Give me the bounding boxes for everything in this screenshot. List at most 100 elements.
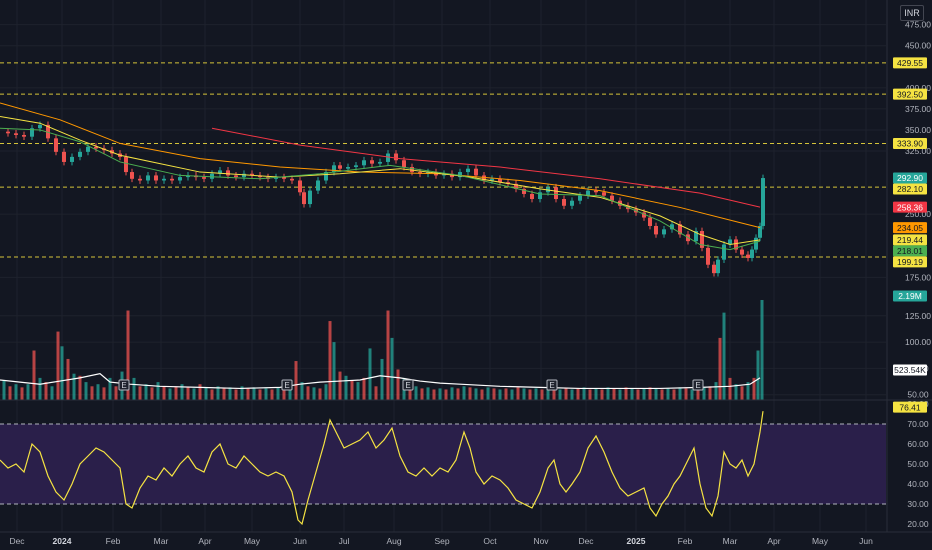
volume-bar [582, 387, 586, 400]
volume-bar [222, 388, 226, 400]
volume-bar [180, 384, 184, 400]
candle [54, 138, 58, 152]
price-label: 429.55 [893, 57, 927, 69]
price-label-bg [893, 172, 927, 184]
candle [218, 170, 222, 174]
volume-bar [456, 388, 460, 400]
volume-bars [2, 300, 764, 400]
volume-bar [44, 382, 48, 400]
volume-bar [386, 310, 390, 400]
candle [46, 124, 50, 139]
volume-bar [368, 348, 372, 400]
time-axis-label: Apr [198, 536, 211, 546]
candle [514, 183, 518, 189]
price-label-text: 333.90 [897, 139, 923, 149]
price-label: 392.50 [893, 88, 927, 100]
earnings-marker: E [281, 379, 293, 391]
candle [162, 178, 166, 181]
volume-bar [288, 386, 292, 400]
time-axis-label: Mar [154, 536, 169, 546]
volume-bar [630, 388, 634, 400]
volume-bar [690, 389, 694, 400]
earnings-marker-label: E [405, 381, 410, 390]
candle [308, 190, 312, 205]
candle [146, 175, 150, 181]
volume-bar [600, 389, 604, 400]
candle [678, 224, 682, 235]
volume-bar [546, 387, 550, 400]
volume-bar [138, 386, 142, 400]
candle [210, 173, 214, 179]
volume-bar [734, 384, 738, 400]
volume-bar [186, 387, 190, 400]
candle [130, 172, 134, 179]
volume-tick-label: 125.00 [905, 311, 931, 321]
candle [124, 156, 128, 173]
price-label-bg [893, 245, 927, 257]
candle [282, 177, 286, 179]
volume-bar [660, 389, 664, 400]
rsi-tick-label: 20.00 [907, 519, 929, 529]
candle [410, 167, 414, 173]
volume-bar [462, 386, 466, 400]
volume-bar [246, 388, 250, 400]
volume-average-line [0, 373, 761, 390]
volume-bar [32, 350, 36, 400]
price-label: 234.05 [893, 222, 927, 234]
volume-bar [642, 388, 646, 400]
volume-bar [210, 389, 214, 400]
volume-bar [528, 389, 532, 400]
candle [648, 217, 652, 226]
price-label-text: 258.36 [897, 202, 923, 212]
earnings-marker: E [402, 379, 414, 391]
volume-bar [752, 377, 756, 400]
price-label: 282.10 [893, 183, 927, 195]
price-label-text: 282.10 [897, 184, 923, 194]
time-axis-label: Apr [767, 536, 780, 546]
price-label: 219.44 [893, 234, 927, 246]
candle [94, 146, 98, 149]
volume-bar [126, 310, 130, 400]
volume-tick-label: 100.00 [905, 337, 931, 347]
volume-bar [516, 387, 520, 400]
volume-bar [492, 388, 496, 400]
candle [554, 187, 558, 200]
currency-selector[interactable]: INR [900, 5, 924, 21]
price-label-text: 392.50 [897, 89, 923, 99]
candle [586, 190, 590, 196]
volume-bar [510, 389, 514, 400]
rsi-band [0, 424, 886, 504]
time-axis-label: Jun [293, 536, 307, 546]
candle [594, 190, 598, 193]
volume-bar [468, 387, 472, 400]
price-label-bg [893, 57, 927, 69]
candle [722, 244, 726, 260]
candle [522, 188, 526, 194]
volume-bar [216, 386, 220, 400]
volume-bar [8, 386, 12, 400]
volume-bar [708, 386, 712, 400]
time-axis-label: Nov [533, 536, 549, 546]
candle [734, 239, 738, 250]
volume-bar [576, 388, 580, 400]
volume-bar [26, 384, 30, 400]
volume-bar [20, 387, 24, 400]
volume-bar [718, 337, 722, 400]
price-label-text: 199.19 [897, 257, 923, 267]
candle [386, 153, 390, 162]
price-label-text: 234.05 [897, 223, 923, 233]
volume-bar [498, 389, 502, 400]
volume-bar [78, 375, 82, 400]
candle [346, 167, 350, 169]
volume-bar [300, 382, 304, 400]
volume-bar [240, 386, 244, 400]
volume-bar [204, 387, 208, 400]
price-label-bg [893, 138, 927, 150]
candle [62, 151, 66, 162]
volume-bar [504, 388, 508, 400]
candle [530, 193, 534, 200]
price-tick-label: 400.00 [905, 83, 931, 93]
volume-bar [234, 389, 238, 400]
candle [22, 134, 26, 137]
